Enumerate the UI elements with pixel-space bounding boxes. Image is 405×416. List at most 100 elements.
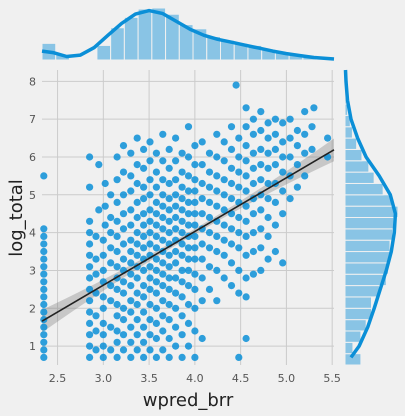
scatter-point (107, 191, 115, 199)
scatter-point (271, 198, 279, 206)
marginal-y-kde-curve (343, 69, 398, 359)
x-tick-label: 4.0 (186, 372, 204, 385)
scatter-point (220, 221, 228, 229)
scatter-point (178, 312, 186, 320)
scatter-point (119, 240, 128, 248)
scatter-point (178, 266, 186, 274)
scatter-point (165, 353, 173, 361)
scatter-point (242, 104, 250, 112)
scatter-point (40, 338, 48, 346)
scatter-point (279, 138, 287, 146)
scatter-point (140, 308, 148, 316)
scatter-point (172, 157, 180, 165)
scatter-point (205, 229, 214, 237)
scatter-point (172, 274, 180, 282)
scatter-point (279, 119, 287, 127)
scatter-point (249, 210, 257, 218)
scatter-point (146, 191, 154, 199)
scatter-point (286, 153, 294, 161)
scatter-point (140, 266, 148, 274)
y-tick-label: 5 (29, 189, 36, 202)
scatter-point (165, 217, 173, 225)
scatter-point (235, 168, 243, 176)
scatter-point (227, 225, 236, 233)
scatter-point (279, 259, 287, 267)
scatter-point (242, 157, 250, 165)
scatter-point (249, 164, 257, 172)
scatter-point (86, 308, 94, 316)
scatter-point (184, 342, 193, 350)
scatter-point (152, 266, 160, 274)
scatter-point (191, 221, 199, 229)
scatter-point (92, 327, 100, 335)
scatter-point (159, 157, 167, 165)
scatter-point (113, 353, 121, 361)
marginal-y-bar (344, 296, 372, 309)
scatter-point (40, 255, 48, 263)
scatter-point (152, 289, 160, 297)
fit-line (41, 149, 335, 322)
scatter-point (127, 270, 135, 278)
scatter-point (178, 293, 186, 301)
scatter-point (184, 210, 193, 218)
scatter-point (92, 232, 100, 240)
scatter-point (152, 221, 160, 229)
scatter-point (227, 240, 236, 248)
scatter-point (165, 229, 173, 237)
scatter-point (271, 221, 279, 229)
x-tick-label: 5.5 (323, 372, 341, 385)
scatter-point (235, 353, 243, 361)
scatter-point (191, 142, 199, 150)
scatter-point (165, 316, 173, 324)
scatter-point (159, 202, 167, 210)
scatter-point (308, 123, 316, 131)
scatter-point (86, 297, 94, 305)
x-tick-label: 3.0 (95, 372, 113, 385)
scatter-point (242, 232, 250, 240)
scatter-point (146, 138, 154, 146)
x-tick-labels: 2.5 3.0 3.5 4.0 4.5 5.0 5.5 (49, 372, 341, 385)
scatter-point (213, 130, 221, 138)
scatter-point (227, 164, 236, 172)
scatter-point (113, 232, 121, 240)
marginal-x-bar (123, 16, 139, 61)
scatter-point (127, 221, 135, 229)
scatter-point (235, 229, 243, 237)
scatter-point (107, 323, 115, 331)
scatter-point (113, 300, 121, 309)
scatter-point (242, 187, 250, 195)
regression-line (41, 149, 335, 322)
scatter-point (140, 353, 148, 361)
scatter-point (264, 134, 272, 142)
x-tick-label: 3.5 (140, 372, 158, 385)
scatter-point (205, 213, 214, 222)
scatter-point (119, 142, 128, 150)
scatter-point (220, 157, 228, 165)
scatter-point (159, 213, 167, 222)
scatter-point (227, 123, 236, 131)
scatter-point (198, 161, 206, 169)
scatter-point (165, 334, 173, 343)
scatter-point (40, 293, 48, 301)
scatter-point (286, 115, 294, 123)
scatter-point (293, 126, 301, 135)
scatter-point (119, 316, 128, 324)
marginal-y-bar (344, 137, 358, 150)
scatter-point (152, 168, 160, 176)
scatter-point (301, 130, 309, 138)
scatter-point (324, 134, 332, 142)
scatter-point (257, 161, 265, 169)
scatter-point (152, 244, 160, 252)
scatter-point (40, 353, 48, 361)
scatter-point (235, 183, 243, 191)
scatter-point (257, 266, 265, 274)
scatter-point (101, 202, 109, 210)
scatter-point (113, 176, 121, 184)
scatter-point (227, 179, 236, 188)
scatter-point (92, 346, 100, 354)
scatter-point (140, 282, 148, 290)
scatter-point (264, 149, 272, 157)
scatter-point (178, 217, 186, 225)
scatter-point (213, 247, 221, 256)
scatter-point (178, 251, 186, 259)
